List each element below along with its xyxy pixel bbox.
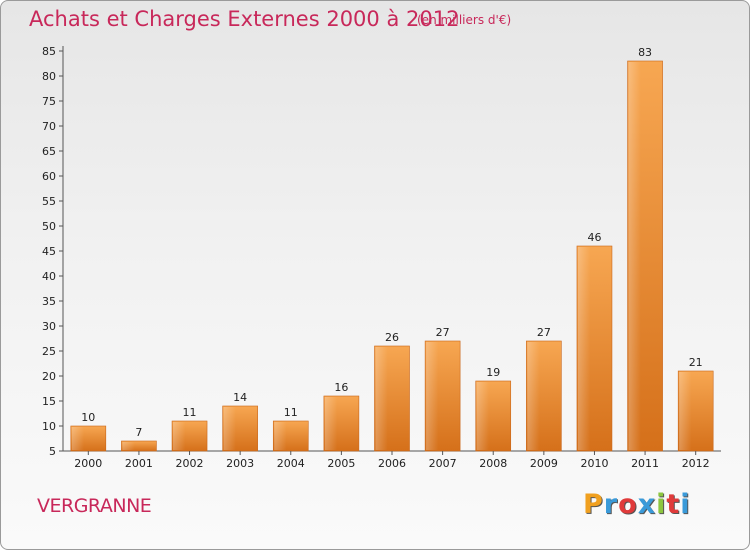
bar-highlight — [173, 422, 186, 450]
bar-highlight — [71, 427, 85, 450]
y-tick-label: 75 — [42, 95, 56, 108]
x-tick-label: 2009 — [530, 457, 558, 470]
x-tick-label: 2003 — [226, 457, 254, 470]
y-tick-label: 20 — [42, 370, 56, 383]
x-tick-label: 2000 — [74, 457, 102, 470]
logo-letter: i — [656, 489, 667, 520]
logo-letter: P — [583, 489, 604, 520]
bar-highlight — [527, 342, 540, 450]
commune-name: VERGRANNE — [37, 495, 152, 517]
chart-title: Achats et Charges Externes 2000 à 2012 — [29, 7, 460, 31]
y-tick-label: 65 — [42, 145, 56, 158]
y-tick-label: 30 — [42, 320, 56, 333]
y-tick-label: 80 — [42, 70, 56, 83]
bar-highlight — [122, 442, 135, 450]
logo-letter: i — [680, 489, 691, 520]
x-tick-label: 2006 — [378, 457, 406, 470]
bar-highlight — [679, 372, 692, 450]
bar-highlight — [426, 342, 439, 450]
y-tick-label: 45 — [42, 245, 56, 258]
bar-value-label: 26 — [385, 331, 399, 344]
x-tick-label: 2005 — [327, 457, 355, 470]
logo-letter: x — [637, 489, 657, 520]
bar-highlight — [628, 62, 641, 450]
y-tick-label: 60 — [42, 170, 56, 183]
y-tick-label: 70 — [42, 120, 56, 133]
bar-value-label: 7 — [135, 426, 142, 439]
bar-value-label: 11 — [284, 406, 298, 419]
logo-letter: o — [618, 489, 638, 520]
bar-highlight — [223, 407, 236, 450]
logo-letter: t — [666, 489, 681, 520]
y-tick-label: 35 — [42, 295, 56, 308]
x-tick-label: 2010 — [580, 457, 608, 470]
bar-highlight — [324, 397, 338, 450]
y-tick-label: 10 — [42, 420, 56, 433]
x-tick-label: 2004 — [277, 457, 305, 470]
bar-value-label: 46 — [587, 231, 601, 244]
bar-value-label: 27 — [436, 326, 450, 339]
y-tick-label: 40 — [42, 270, 56, 283]
bar-value-label: 27 — [537, 326, 551, 339]
x-tick-label: 2007 — [429, 457, 457, 470]
bar-value-label: 10 — [81, 411, 95, 424]
bar-highlight — [274, 422, 287, 450]
bar-value-label: 21 — [689, 356, 703, 369]
bar-highlight — [375, 347, 388, 450]
y-tick-label: 50 — [42, 220, 56, 233]
logo-letter: r — [603, 489, 619, 520]
x-tick-label: 2008 — [479, 457, 507, 470]
bar-value-label: 11 — [183, 406, 197, 419]
x-tick-label: 2012 — [682, 457, 710, 470]
x-tick-label: 2011 — [631, 457, 659, 470]
bar-value-label: 83 — [638, 46, 652, 59]
y-tick-label: 5 — [49, 445, 56, 458]
proxiti-logo: Proxiti — [583, 489, 691, 520]
y-tick-label: 85 — [42, 45, 56, 58]
y-tick-label: 15 — [42, 395, 56, 408]
bar-highlight — [577, 247, 591, 450]
bar-value-label: 19 — [486, 366, 500, 379]
bar-value-label: 16 — [334, 381, 348, 394]
y-tick-label: 25 — [42, 345, 56, 358]
x-tick-label: 2002 — [176, 457, 204, 470]
x-tick-label: 2001 — [125, 457, 153, 470]
bar-highlight — [476, 382, 489, 450]
bar-value-label: 14 — [233, 391, 247, 404]
chart-unit-note: (en milliers d'€) — [417, 13, 512, 27]
y-tick-label: 55 — [42, 195, 56, 208]
